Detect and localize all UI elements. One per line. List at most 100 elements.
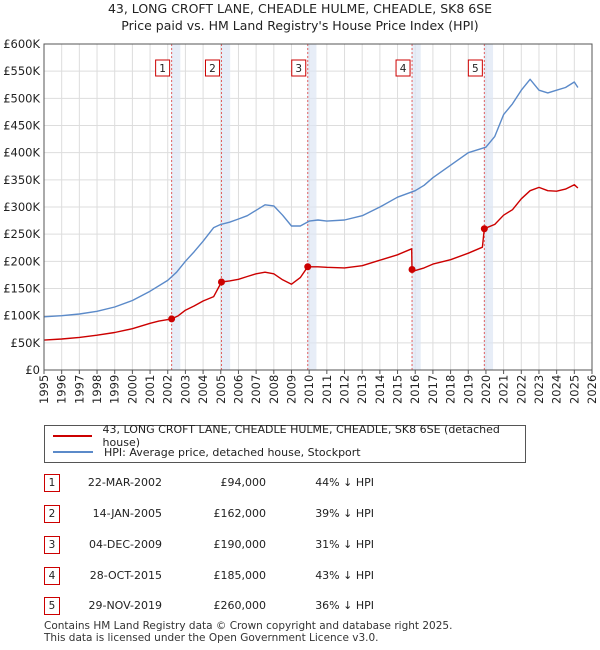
legend: 43, LONG CROFT LANE, CHEADLE HULME, CHEA… [44, 423, 526, 463]
chart-title: 43, LONG CROFT LANE, CHEADLE HULME, CHEA… [107, 1, 493, 16]
y-tick-label: £250K [3, 227, 40, 241]
sale-number-box [155, 59, 171, 77]
sale-number-label: 1 [159, 63, 166, 75]
y-tick-label: £500K [3, 91, 40, 105]
sale-badge: 4 [44, 567, 60, 585]
y-tick-label: £150K [3, 282, 40, 296]
chart-subtitle: Price paid vs. HM Land Registry's House … [121, 18, 479, 33]
sale-row: 5 29-NOV-2019 £260,000 36% ↓ HPI [0, 597, 600, 615]
y-tick-label: £100K [3, 309, 40, 323]
sale-hpi-diff: 36% ↓ HPI [315, 599, 374, 612]
sale-row: 1 22-MAR-2002 £94,000 44% ↓ HPI [0, 474, 600, 492]
sale-price: £260,000 [213, 599, 267, 612]
sale-price: £94,000 [220, 476, 267, 489]
sale-badge: 2 [44, 505, 60, 523]
sale-price: £190,000 [213, 538, 267, 551]
x-tick-label: 2014 [373, 375, 387, 404]
x-tick-label: 2024 [550, 375, 564, 404]
x-tick-label: 2020 [479, 375, 493, 404]
y-tick-label: £450K [3, 119, 40, 133]
x-tick-label: 2021 [497, 375, 511, 404]
x-tick-label: 1997 [72, 375, 86, 404]
x-tick-label: 2023 [532, 375, 546, 404]
legend-label-hpi: HPI: Average price, detached house, Stoc… [104, 445, 361, 459]
x-tick-label: 2010 [302, 375, 316, 404]
sale-price: £162,000 [213, 507, 267, 520]
footer: Contains HM Land Registry data © Crown c… [44, 620, 452, 644]
sale-band [307, 44, 317, 370]
sale-number-label: 3 [295, 63, 302, 75]
y-tick-label: £300K [3, 200, 40, 214]
sale-point [408, 265, 416, 273]
y-tick-label: £550K [3, 64, 40, 78]
series-line-hpi [43, 78, 579, 318]
sale-band [483, 44, 494, 370]
sale-point [168, 315, 176, 323]
x-tick-label: 1998 [90, 375, 104, 404]
sale-band [171, 44, 181, 370]
sale-price: £185,000 [213, 569, 267, 582]
x-tick-label: 1999 [108, 375, 122, 404]
sale-hpi-diff: 43% ↓ HPI [315, 569, 374, 582]
footer-copyright: Contains HM Land Registry data © Crown c… [44, 620, 453, 632]
sale-badge: 1 [44, 474, 60, 492]
sale-number-box [204, 59, 220, 77]
x-tick-label: 2012 [338, 375, 352, 404]
sale-row: 2 14-JAN-2005 £162,000 39% ↓ HPI [0, 505, 600, 523]
sale-number-label: 4 [400, 63, 407, 75]
y-tick-label: £400K [3, 146, 40, 160]
sale-band [411, 44, 421, 370]
sale-date: 14-JAN-2005 [92, 507, 162, 520]
sale-date: 04-DEC-2009 [88, 538, 162, 551]
legend-label-property: 43, LONG CROFT LANE, CHEADLE HULME, CHEA… [102, 423, 500, 449]
x-tick-label: 2015 [391, 375, 405, 404]
x-tick-label: 2011 [320, 375, 334, 404]
x-tick-label: 2002 [161, 375, 175, 404]
sale-date: 29-NOV-2019 [88, 599, 162, 612]
x-tick-label: 2004 [196, 375, 210, 404]
sale-point [217, 278, 225, 286]
x-tick-label: 2001 [143, 375, 157, 404]
x-tick-label: 2017 [426, 375, 440, 404]
sale-badge: 5 [44, 597, 60, 615]
x-tick-label: 2000 [125, 375, 139, 404]
sale-number-label: 2 [209, 63, 216, 75]
price-chart: 1 2 3 4 5 £0 £50K £100K £150K £200K £250K £300K £350… [3, 37, 599, 404]
y-tick-label: £200K [3, 254, 40, 268]
y-tick-label: £50K [11, 336, 41, 350]
x-tick-label: 1995 [37, 375, 51, 404]
legend-swatch-hpi [53, 451, 93, 453]
x-tick-label: 2019 [461, 375, 475, 404]
y-tick-label: £0 [25, 363, 40, 377]
sale-row: 4 28-OCT-2015 £185,000 43% ↓ HPI [0, 567, 600, 585]
sale-number-box [291, 59, 307, 77]
legend-swatch-property [53, 435, 92, 437]
plot-frame [43, 43, 593, 371]
y-tick-label: £600K [3, 37, 40, 51]
x-tick-label: 2005 [214, 375, 228, 404]
x-tick-label: 2016 [408, 375, 422, 404]
sale-band [220, 44, 231, 370]
footer-license: This data is licensed under the Open Gov… [44, 632, 379, 644]
x-tick-label: 2022 [514, 375, 528, 404]
sale-date: 22-MAR-2002 [87, 476, 162, 489]
sale-number-box [467, 59, 483, 77]
x-tick-label: 2008 [267, 375, 281, 404]
sale-hpi-diff: 44% ↓ HPI [315, 476, 374, 489]
x-tick-label: 2009 [284, 375, 298, 404]
sale-hpi-diff: 39% ↓ HPI [315, 507, 374, 520]
x-tick-label: 1996 [55, 375, 69, 404]
sale-date: 28-OCT-2015 [89, 569, 162, 582]
y-tick-label: £350K [3, 173, 40, 187]
x-tick-label: 2007 [249, 375, 263, 404]
x-tick-label: 2013 [355, 375, 369, 404]
sale-hpi-diff: 31% ↓ HPI [315, 538, 374, 551]
x-tick-label: 2026 [585, 375, 599, 404]
sale-badge: 3 [44, 536, 60, 554]
sale-point [304, 263, 312, 271]
legend-item-hpi: HPI: Average price, detached house, Stoc… [53, 444, 361, 460]
sale-number-box [395, 59, 411, 77]
sale-row: 3 04-DEC-2009 £190,000 31% ↓ HPI [0, 536, 600, 554]
legend-item-property: 43, LONG CROFT LANE, CHEADLE HULME, CHEA… [53, 423, 525, 449]
x-tick-label: 2025 [567, 375, 581, 404]
